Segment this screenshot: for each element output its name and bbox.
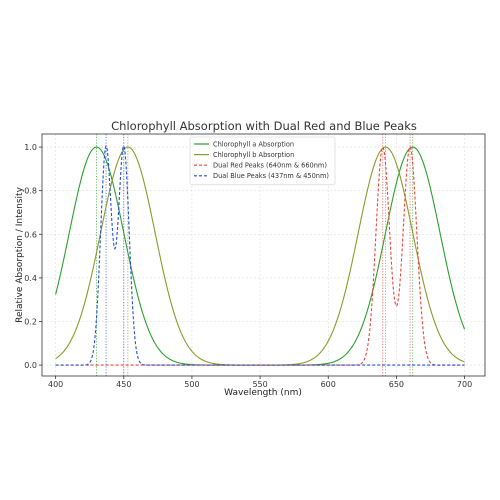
legend-label: Chlorophyll b Absorption [213, 151, 294, 159]
plot-frame [41, 133, 486, 377]
x-tick-label: 550 [252, 380, 267, 389]
x-tick-label: 400 [48, 380, 63, 389]
y-axis: 0.0 0.2 0.4 0.6 0.8 1.0 [24, 143, 42, 370]
series-line-4 [55, 144, 465, 366]
y-tick-label: 0.0 [24, 361, 37, 370]
legend-label: Dual Red Peaks (640nm & 660nm) [213, 162, 327, 170]
y-tick-label: 0.8 [24, 187, 37, 196]
x-tick-label: 450 [116, 380, 131, 389]
x-tick-label: 600 [321, 380, 336, 389]
legend-label: Dual Blue Peaks (437nm & 450nm) [213, 172, 329, 180]
y-axis-label: Relative Absorption / Intensity [15, 186, 25, 322]
y-tick-label: 0.2 [24, 317, 37, 326]
x-tick-label: 650 [389, 380, 404, 389]
x-axis-label: Wavelength (nm) [224, 388, 302, 398]
legend-box [189, 136, 336, 186]
y-tick-label: 0.6 [24, 230, 37, 239]
chart-title: Chlorophyll Absorption with Dual Red and… [111, 119, 417, 133]
legend: Chlorophyll a Absorption Chlorophyll b Ab… [189, 136, 336, 186]
x-tick-label: 500 [184, 380, 199, 389]
x-tick-label: 700 [457, 380, 472, 389]
y-tick-label: 1.0 [24, 143, 37, 152]
y-tick-label: 0.4 [24, 274, 37, 283]
series-lines [55, 144, 466, 366]
legend-label: Chlorophyll a Absorption [213, 140, 294, 148]
x-axis: 400 450 500 550 600 650 700 [48, 376, 472, 389]
